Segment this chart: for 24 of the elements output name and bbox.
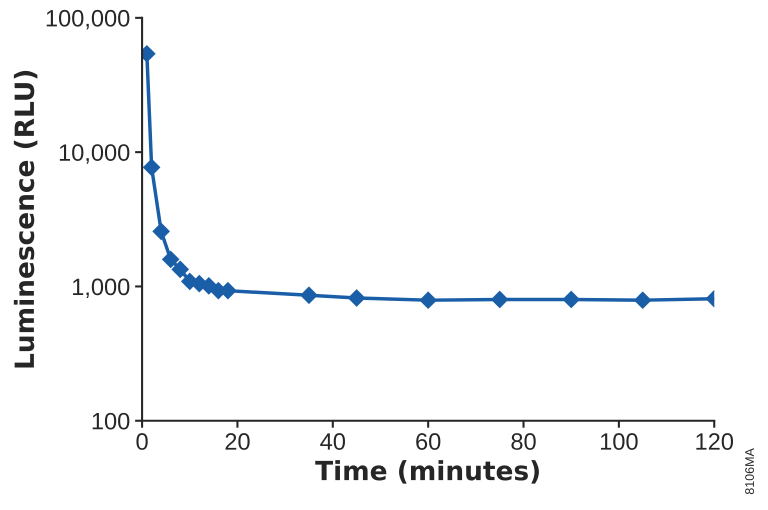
y-tick-label: 100	[92, 412, 130, 430]
point	[420, 292, 437, 309]
x-tick-label: 60	[416, 433, 440, 450]
point	[634, 292, 652, 309]
y-axis-title: Luminescence (RLU)	[14, 70, 38, 368]
point	[348, 289, 366, 307]
x-tick-label: 0	[136, 433, 148, 450]
x-tick-label: 120	[696, 433, 734, 450]
point	[562, 290, 580, 308]
y-tick-label: 1,000	[72, 278, 130, 298]
x-axis-title: Time (minutes)	[315, 460, 539, 484]
x-tick-label: 40	[320, 433, 346, 450]
x-tick-label: 100	[600, 433, 638, 450]
text: 8106MA	[745, 448, 754, 494]
point	[152, 222, 170, 240]
point	[143, 158, 160, 176]
x-tick-label: 80	[511, 433, 536, 450]
y-tick-label: 10,000	[60, 144, 130, 164]
x-tick-label: 20	[226, 433, 250, 450]
point	[172, 260, 189, 278]
point	[162, 250, 180, 268]
point	[300, 286, 318, 304]
y-tick-label: 100,000	[46, 10, 130, 30]
point	[491, 290, 508, 308]
